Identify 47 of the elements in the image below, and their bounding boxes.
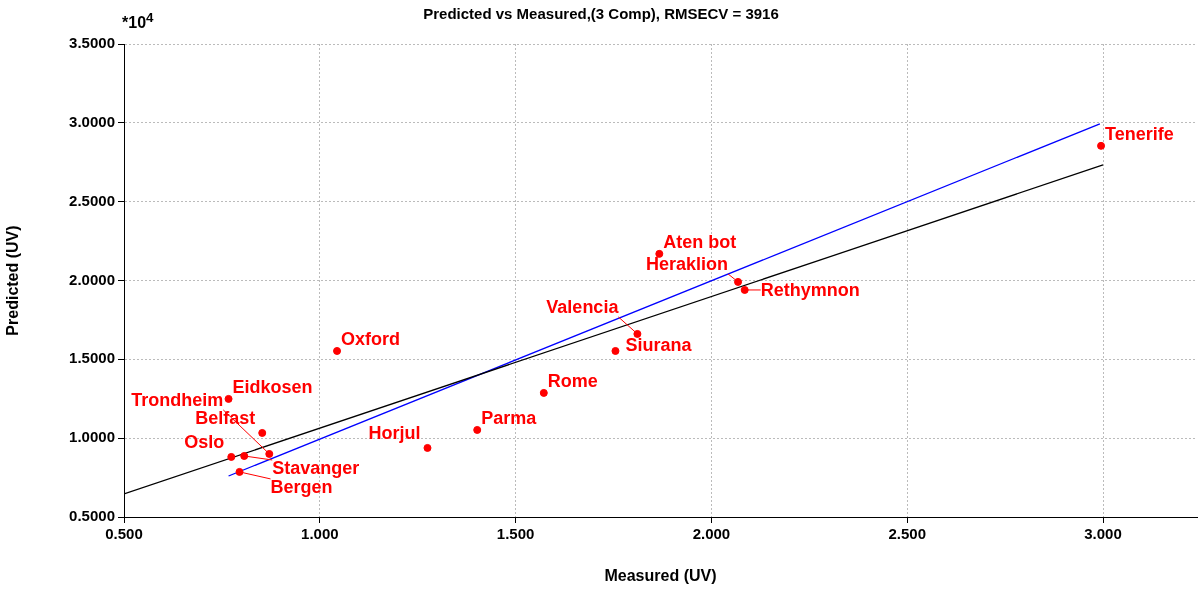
annotation: Oxford xyxy=(341,328,401,349)
y-tick-label: 2.0000 xyxy=(69,270,115,288)
point xyxy=(633,329,642,338)
annotation: Oslo xyxy=(184,431,225,452)
chart-title: Predicted vs Measured,(3 Comp), RMSECV = 3916 xyxy=(423,5,779,23)
x-tick-label: 1.500 xyxy=(496,525,535,543)
point xyxy=(423,443,432,452)
point xyxy=(611,346,620,355)
point xyxy=(224,394,233,403)
annotation: Horjul xyxy=(368,422,421,443)
annotation: Heraklion xyxy=(646,253,729,274)
annotation: Rome xyxy=(547,370,598,391)
point xyxy=(734,277,743,286)
point xyxy=(1097,141,1106,150)
point xyxy=(473,425,482,434)
annotation: Valencia xyxy=(546,296,620,317)
y-tick-label: 1.0000 xyxy=(69,428,115,446)
y-axis-title: Predicted (UV) xyxy=(4,225,22,336)
point xyxy=(333,346,342,355)
annotation: Bergen xyxy=(270,476,333,497)
y-tick-label: 1.5000 xyxy=(69,349,115,367)
annotation: Parma xyxy=(481,407,538,428)
point xyxy=(539,388,548,397)
annotation: Tenerife xyxy=(1105,123,1174,144)
point xyxy=(265,449,274,458)
point xyxy=(227,452,236,461)
annotation: Eidkosen xyxy=(232,376,313,397)
annotation: Stavanger xyxy=(272,457,360,478)
x-tick-label: 3.000 xyxy=(1084,525,1122,543)
x-axis-title: Measured (UV) xyxy=(604,566,717,584)
x-tick-label: 2.000 xyxy=(692,525,731,543)
y-tick-label: 3.0000 xyxy=(69,112,115,130)
point xyxy=(740,285,749,294)
point xyxy=(235,467,244,476)
annotation: Trondheim xyxy=(131,389,224,410)
y-tick-label: 2.5000 xyxy=(69,191,115,209)
y-tick-label: 0.5000 xyxy=(69,507,115,525)
y-tick-label: 3.5000 xyxy=(69,34,115,52)
annotation: Siurana xyxy=(625,334,693,355)
point xyxy=(258,428,267,437)
text: *10$^{4}$ xyxy=(122,10,154,33)
annotation: Aten bot xyxy=(663,231,737,252)
x-tick-label: 1.000 xyxy=(301,525,339,543)
x-tick-label: 2.500 xyxy=(888,525,926,543)
point xyxy=(240,451,249,460)
annotation: Rethymnon xyxy=(760,279,860,300)
x-tick-label: 0.500 xyxy=(105,525,143,543)
